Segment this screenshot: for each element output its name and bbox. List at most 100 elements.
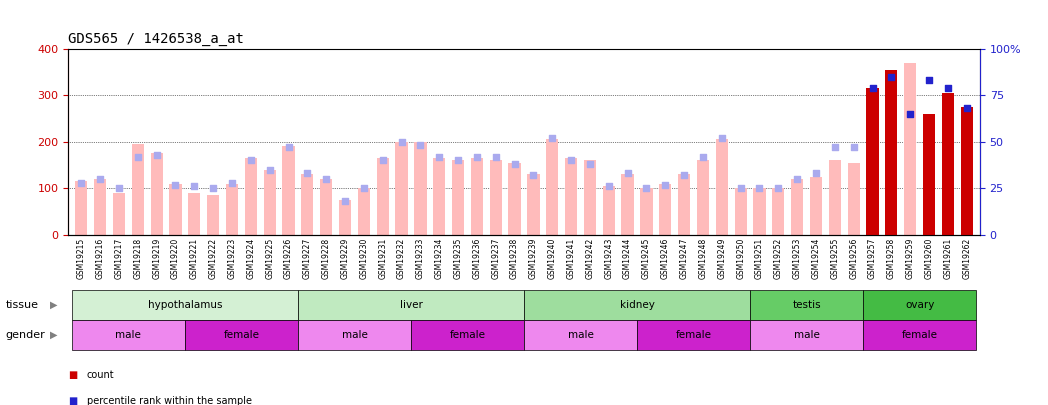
Text: female: female	[450, 330, 485, 340]
Point	[261, 166, 278, 173]
Bar	[524, 290, 750, 320]
Bar	[245, 158, 257, 235]
Point	[73, 179, 90, 186]
Bar	[151, 153, 162, 235]
Bar	[320, 179, 332, 235]
Point	[130, 153, 147, 160]
Bar	[414, 142, 427, 235]
Point	[695, 153, 712, 160]
Point	[525, 172, 542, 179]
Point	[167, 181, 183, 188]
Text: ■: ■	[68, 370, 78, 379]
Bar	[75, 181, 87, 235]
Text: female: female	[223, 330, 260, 340]
Point	[939, 85, 956, 91]
Point	[657, 181, 674, 188]
Bar	[659, 184, 672, 235]
Bar	[301, 175, 313, 235]
Bar	[864, 290, 976, 320]
Text: gender: gender	[5, 330, 45, 340]
Bar	[735, 188, 747, 235]
Text: ovary: ovary	[904, 300, 934, 310]
Bar	[357, 188, 370, 235]
Bar	[848, 163, 859, 235]
Point	[336, 198, 353, 205]
Bar	[750, 290, 864, 320]
Bar	[754, 188, 766, 235]
Bar	[864, 320, 976, 350]
Point	[204, 185, 221, 192]
Bar	[791, 179, 803, 235]
Bar	[637, 320, 750, 350]
Bar	[339, 200, 351, 235]
Bar	[189, 193, 200, 235]
Bar	[94, 179, 106, 235]
Point	[280, 144, 297, 151]
Text: kidney: kidney	[619, 300, 654, 310]
Bar	[961, 107, 973, 235]
Bar	[886, 70, 897, 235]
Bar	[697, 160, 709, 235]
Point	[431, 153, 447, 160]
Text: GDS565 / 1426538_a_at: GDS565 / 1426538_a_at	[68, 32, 244, 46]
Bar	[640, 188, 653, 235]
Bar	[113, 193, 125, 235]
Bar	[226, 184, 238, 235]
Bar	[452, 160, 464, 235]
Bar	[298, 290, 524, 320]
Text: female: female	[676, 330, 712, 340]
Point	[374, 157, 391, 164]
Point	[676, 172, 693, 179]
Point	[808, 170, 825, 177]
Point	[111, 185, 128, 192]
Text: percentile rank within the sample: percentile rank within the sample	[87, 396, 252, 405]
Point	[920, 77, 937, 83]
Bar	[411, 320, 524, 350]
Point	[563, 157, 580, 164]
Point	[148, 151, 165, 158]
Bar	[208, 195, 219, 235]
Text: hypothalamus: hypothalamus	[148, 300, 222, 310]
Point	[185, 183, 202, 190]
Bar	[376, 158, 389, 235]
Point	[92, 176, 109, 182]
Point	[827, 144, 844, 151]
Point	[223, 179, 240, 186]
Bar	[772, 188, 785, 235]
Bar	[184, 320, 298, 350]
Point	[468, 153, 485, 160]
Bar	[603, 186, 615, 235]
Bar	[750, 320, 864, 350]
Point	[242, 157, 259, 164]
Bar	[621, 175, 634, 235]
Text: testis: testis	[792, 300, 821, 310]
Bar	[489, 160, 502, 235]
Text: ▶: ▶	[50, 330, 58, 340]
Text: count: count	[87, 370, 114, 379]
Bar	[508, 163, 521, 235]
Text: ■: ■	[68, 396, 78, 405]
Point	[789, 176, 806, 182]
Bar	[395, 142, 408, 235]
Bar	[298, 320, 411, 350]
Point	[582, 161, 598, 167]
Bar	[471, 158, 483, 235]
Bar	[132, 144, 144, 235]
Bar	[546, 139, 559, 235]
Point	[544, 135, 561, 141]
Bar	[584, 160, 596, 235]
Point	[883, 73, 900, 80]
Point	[865, 85, 881, 91]
Bar	[72, 290, 298, 320]
Point	[714, 135, 730, 141]
Point	[619, 170, 636, 177]
Text: male: male	[115, 330, 141, 340]
Bar	[904, 62, 916, 235]
Bar	[170, 184, 181, 235]
Bar	[678, 175, 691, 235]
Bar	[829, 160, 840, 235]
Bar	[72, 320, 184, 350]
Text: male: male	[568, 330, 593, 340]
Text: liver: liver	[399, 300, 422, 310]
Text: male: male	[342, 330, 368, 340]
